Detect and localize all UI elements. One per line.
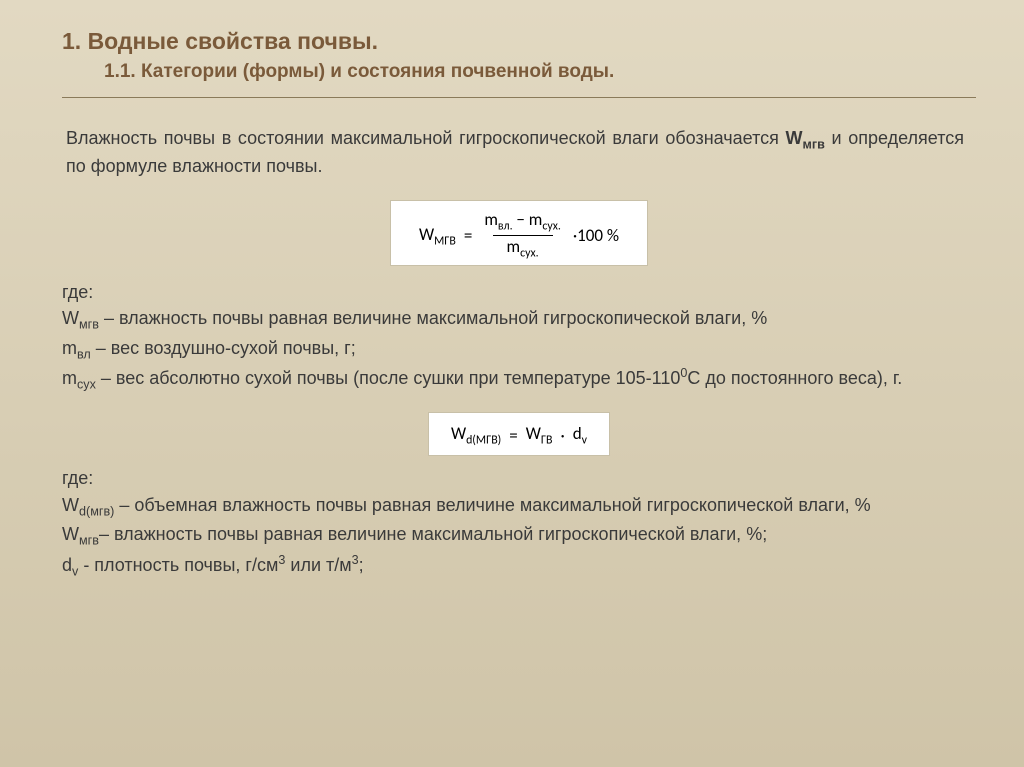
def1-line1: Wмгв – влажность почвы равная величине м…: [62, 306, 976, 334]
equals-sign: =: [464, 225, 472, 246]
intro-text-1: Влажность почвы в состоянии максимальной…: [66, 128, 786, 148]
numerator: mвл. − mсух.: [480, 211, 565, 235]
formula-box-2: Wd(МГВ) = WГВ · dv: [428, 412, 610, 456]
formula-1: WМГВ = mвл. − mсух. mсух. ·100 %: [419, 211, 619, 261]
formula2-lhs: Wd(МГВ): [451, 423, 501, 447]
denominator: mсух.: [493, 235, 553, 260]
where-label-1: где:: [62, 280, 976, 304]
where-label-2: где:: [62, 466, 976, 490]
formula2-r2: dv: [573, 423, 587, 447]
def2-line1: Wd(мгв) – объемная влажность почвы равна…: [62, 493, 976, 521]
formula1-tail: ·100 %: [573, 225, 619, 246]
definitions-1: где: Wмгв – влажность почвы равная велич…: [62, 280, 976, 394]
section-heading-2: 1.1. Категории (формы) и состояния почве…: [104, 61, 976, 83]
equals-sign: =: [509, 425, 517, 446]
intro-symbol-w: Wмгв: [786, 128, 825, 148]
def2-line2: Wмгв– влажность почвы равная величине ма…: [62, 522, 976, 550]
section-heading-1: 1. Водные свойства почвы.: [62, 28, 976, 55]
dot-operator: ·: [560, 425, 564, 446]
divider: [62, 97, 976, 98]
formula1-lhs: WМГВ: [419, 224, 456, 248]
intro-paragraph: Влажность почвы в состоянии максимальной…: [66, 126, 964, 178]
formula-2: Wd(МГВ) = WГВ · dv: [451, 423, 587, 447]
formula-box-1: WМГВ = mвл. − mсух. mсух. ·100 %: [390, 200, 648, 266]
def1-line3: mсух – вес абсолютно сухой почвы (после …: [62, 365, 976, 394]
definitions-2: где: Wd(мгв) – объемная влажность почвы …: [62, 466, 976, 580]
formula2-r1: WГВ: [526, 423, 553, 447]
fraction: mвл. − mсух. mсух.: [480, 211, 565, 261]
def1-line2: mвл – вес воздушно-сухой почвы, г;: [62, 336, 976, 364]
def2-line3: dv - плотность почвы, г/см3 или т/м3;: [62, 552, 976, 581]
